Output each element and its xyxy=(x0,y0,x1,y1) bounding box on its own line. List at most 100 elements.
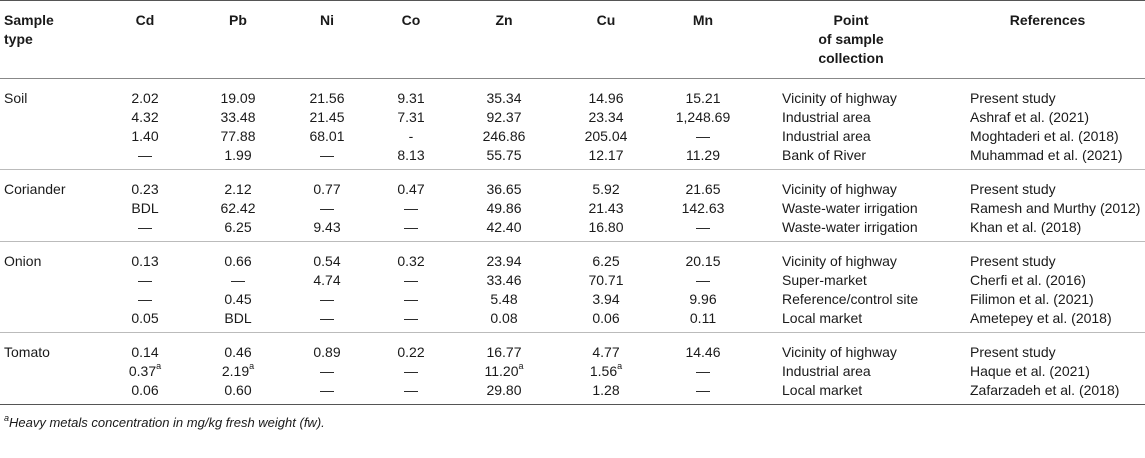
cell-co: — xyxy=(404,200,418,216)
table-row: BDL 62.42 — — 49.86 21.43 142.63 Waste-water ir… xyxy=(0,199,1145,218)
table-row: 1.40 77.88 68.01 - 246.86 205.04 — Industrial a… xyxy=(0,127,1145,146)
cell-point-of-collection: Local market xyxy=(782,382,863,398)
cell-zn: 0.08 xyxy=(490,310,518,326)
cell-co: - xyxy=(408,128,414,144)
cell-reference: Ametepey et al. (2018) xyxy=(970,310,1112,326)
cell-point-of-collection: Vicinity of highway xyxy=(782,344,897,360)
cell-sample-type xyxy=(0,362,96,381)
cell-co: 0.47 xyxy=(397,181,425,197)
cell-zn: 29.80 xyxy=(486,382,522,398)
cell-sample-type: Onion xyxy=(4,253,42,269)
cell-mn: 11.29 xyxy=(686,147,720,163)
cell-sample-type xyxy=(0,271,96,290)
cell-zn: 36.65 xyxy=(486,181,522,197)
cell-zn: 92.37 xyxy=(486,109,522,125)
cell-cu: 21.43 xyxy=(588,200,624,216)
cell-cd: 0.37a xyxy=(128,361,162,379)
cell-ni: — xyxy=(320,200,334,216)
table-row: — — 4.74 — 33.46 70.71 — Super-market Cherfi et … xyxy=(0,271,1145,290)
cell-reference: Khan et al. (2018) xyxy=(970,219,1082,235)
cell-mn: — xyxy=(696,128,710,144)
cell-cd: BDL xyxy=(131,200,159,216)
cell-zn: 33.46 xyxy=(486,272,522,288)
cell-pb: — xyxy=(231,272,245,288)
table-row: 0.06 0.60 — — 29.80 1.28 — Local market Zafarzad… xyxy=(0,381,1145,405)
cell-cd: 0.13 xyxy=(131,253,159,269)
cell-cu: 12.17 xyxy=(588,147,624,163)
cell-reference: Present study xyxy=(970,181,1056,197)
cell-ni: — xyxy=(320,310,334,326)
table-row: — 6.25 9.43 — 42.40 16.80 — Waste-water irrigat… xyxy=(0,218,1145,242)
cell-cu: 23.34 xyxy=(588,109,624,125)
cell-reference: Ashraf et al. (2021) xyxy=(970,109,1090,125)
cell-reference: Filimon et al. (2021) xyxy=(970,291,1094,307)
cell-pb: 2.19a xyxy=(221,361,255,379)
cell-pb: 6.25 xyxy=(224,219,252,235)
cell-ni: — xyxy=(320,382,334,398)
cell-mn: — xyxy=(696,272,710,288)
heavy-metals-comparison-table: Sample type Cd Pb Ni Co Zn Cu Mn Point of … xyxy=(0,0,1145,405)
footnote-text: Heavy metals concentration in mg/kg fres… xyxy=(9,415,325,430)
cell-cd: 1.40 xyxy=(131,128,159,144)
cell-point-of-collection: Super-market xyxy=(782,272,867,288)
cell-co: — xyxy=(404,382,418,398)
cell-point-of-collection: Waste-water irrigation xyxy=(782,200,918,216)
table-row: Coriander 0.23 2.12 0.77 0.47 36.65 5.92 21.65 V… xyxy=(0,170,1145,200)
cell-reference: Present study xyxy=(970,253,1056,269)
cell-zn: 5.48 xyxy=(490,291,518,307)
table-row: Onion 0.13 0.66 0.54 0.32 23.94 6.25 20.15 Vicin… xyxy=(0,242,1145,272)
table-footnote: aHeavy metals concentration in mg/kg fre… xyxy=(0,405,1145,430)
cell-ni: — xyxy=(320,291,334,307)
cell-ni: 68.01 xyxy=(309,128,345,144)
cell-sample-type xyxy=(0,381,96,405)
cell-ni: — xyxy=(320,363,334,379)
cell-reference: Cherfi et al. (2016) xyxy=(970,272,1086,288)
cell-ni: 9.43 xyxy=(313,219,341,235)
table-row: 0.05 BDL — — 0.08 0.06 0.11 Local market Ametepe… xyxy=(0,309,1145,333)
cell-point-of-collection: Waste-water irrigation xyxy=(782,219,918,235)
cell-zn: 246.86 xyxy=(482,128,526,144)
cell-mn: — xyxy=(696,382,710,398)
cell-zn: 23.94 xyxy=(486,253,522,269)
footnote-marker: a xyxy=(156,361,162,372)
cell-cd: 2.02 xyxy=(131,90,159,106)
cell-cd: 0.23 xyxy=(131,181,159,197)
cell-cd: — xyxy=(138,219,152,235)
cell-co: — xyxy=(404,272,418,288)
table-header: Sample type Cd Pb Ni Co Zn Cu Mn Point of … xyxy=(0,0,1145,79)
cell-co: 9.31 xyxy=(397,90,425,106)
cell-mn: 1,248.69 xyxy=(675,109,731,125)
sample-group-coriander: Coriander 0.23 2.12 0.77 0.47 36.65 5.92 21.65 V… xyxy=(0,170,1145,242)
cell-co: — xyxy=(404,291,418,307)
cell-zn: 42.40 xyxy=(486,219,522,235)
cell-cu: 0.06 xyxy=(592,310,620,326)
table-row: Tomato 0.14 0.46 0.89 0.22 16.77 4.77 14.46 Vici… xyxy=(0,333,1145,363)
cell-zn: 35.34 xyxy=(486,90,522,106)
cell-pb: 0.46 xyxy=(224,344,252,360)
table-row: — 1.99 — 8.13 55.75 12.17 11.29 Bank of River Mu… xyxy=(0,146,1145,170)
cell-sample-type xyxy=(0,290,96,309)
cell-mn: 21.65 xyxy=(685,181,721,197)
cell-sample-type: Coriander xyxy=(4,181,66,197)
cell-cu: 70.71 xyxy=(588,272,624,288)
cell-sample-type xyxy=(0,127,96,146)
cell-cd: 0.06 xyxy=(131,382,159,398)
cell-cu: 3.94 xyxy=(592,291,620,307)
cell-mn: 0.11 xyxy=(689,310,717,326)
cell-cd: 4.32 xyxy=(131,109,159,125)
sample-group-tomato: Tomato 0.14 0.46 0.89 0.22 16.77 4.77 14.46 Vici… xyxy=(0,333,1145,405)
cell-zn: 16.77 xyxy=(486,344,522,360)
table-row: — 0.45 — — 5.48 3.94 9.96 Reference/control sit… xyxy=(0,290,1145,309)
cell-cu: 6.25 xyxy=(592,253,620,269)
cell-cd: 0.14 xyxy=(131,344,159,360)
cell-sample-type xyxy=(0,108,96,127)
cell-cd: — xyxy=(138,272,152,288)
cell-pb: 33.48 xyxy=(220,109,256,125)
header-references: References xyxy=(1009,12,1086,28)
cell-co: 0.32 xyxy=(397,253,425,269)
sample-group-soil: Soil 2.02 19.09 21.56 9.31 35.34 14.96 15.21 Vic… xyxy=(0,79,1145,170)
header-sample-type: Sample type xyxy=(4,12,54,47)
cell-ni: 0.54 xyxy=(313,253,341,269)
header-cu: Cu xyxy=(596,12,616,28)
table-row: 4.32 33.48 21.45 7.31 92.37 23.34 1,248.69 Indu… xyxy=(0,108,1145,127)
